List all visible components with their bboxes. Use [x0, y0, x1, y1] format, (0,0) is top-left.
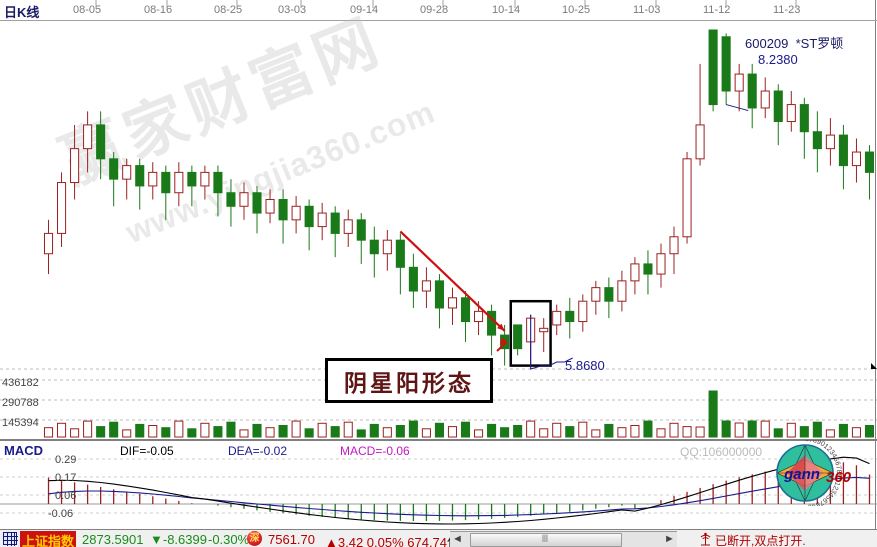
- svg-text:gann: gann: [783, 466, 820, 483]
